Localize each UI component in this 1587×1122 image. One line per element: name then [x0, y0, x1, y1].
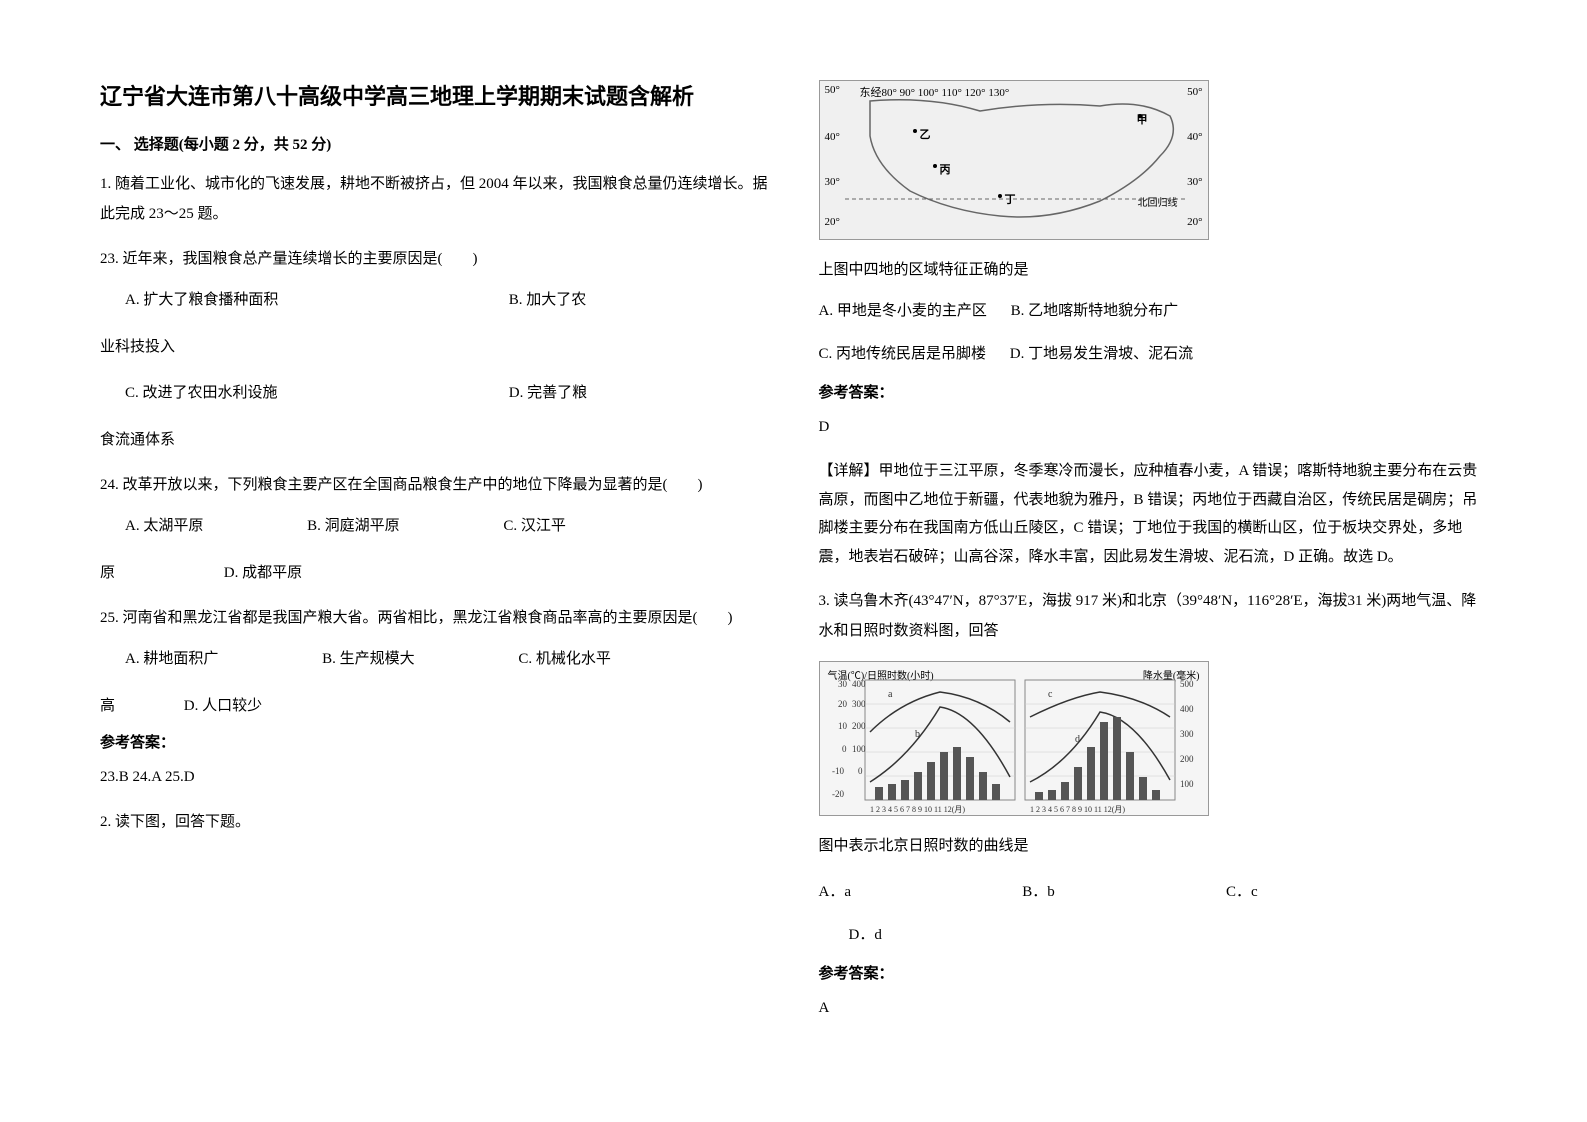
q24-cont: 原 D. 成都平原: [100, 558, 769, 588]
svg-text:b: b: [915, 729, 920, 740]
climate-chart: 气温(℃)/日照时数(小时) 降水量(毫米): [819, 661, 1209, 816]
q1-answer-header: 参考答案：: [100, 731, 769, 752]
svg-text:-10: -10: [832, 766, 844, 776]
q1-answer: 23.B 24.A 25.D: [100, 762, 769, 792]
svg-text:100: 100: [1180, 779, 1194, 789]
map-outline: [820, 81, 1210, 241]
left-column: 辽宁省大连市第八十高级中学高三地理上学期期末试题含解析 一、 选择题(每小题 2…: [100, 80, 769, 1042]
q3-optA: A．a: [819, 876, 1019, 909]
svg-text:c: c: [1048, 689, 1053, 700]
q3-optB: B．b: [1022, 876, 1222, 909]
q24-optD: D. 成都平原: [224, 565, 302, 581]
svg-text:200: 200: [1180, 754, 1194, 764]
q24-optB: B. 洞庭湖平原: [307, 510, 400, 543]
svg-text:20: 20: [838, 699, 848, 709]
q25-optB: B. 生产规模大: [322, 643, 415, 676]
q1-intro: 1. 随着工业化、城市化的飞速发展，耕地不断被挤占，但 2004 年以来，我国粮…: [100, 169, 769, 229]
q2-optD: D. 丁地易发生滑坡、泥石流: [1010, 346, 1193, 362]
q23-optC: C. 改进了农田水利设施: [125, 377, 505, 410]
q25-cont: 高 D. 人口较少: [100, 691, 769, 721]
q2-question: 上图中四地的区域特征正确的是: [819, 255, 1488, 285]
q3-question: 图中表示北京日照时数的曲线是: [819, 831, 1488, 861]
q2-answer: D: [819, 412, 1488, 442]
svg-text:100: 100: [852, 744, 866, 754]
q2-answer-header: 参考答案：: [819, 381, 1488, 402]
section-header: 一、 选择题(每小题 2 分，共 52 分): [100, 133, 769, 154]
q24-text: 24. 改革开放以来，下列粮食主要产区在全国商品粮食生产中的地位下降最为显著的是…: [100, 470, 769, 500]
svg-text:300: 300: [1180, 729, 1194, 739]
q2-optB: B. 乙地喀斯特地貌分布广: [1011, 303, 1179, 319]
q23-optA: A. 扩大了粮食播种面积: [125, 284, 505, 317]
svg-text:10: 10: [838, 721, 848, 731]
china-map: 东经80° 90° 100° 110° 120° 130° 50° 40° 30…: [819, 80, 1209, 240]
q3-answer-header: 参考答案：: [819, 962, 1488, 983]
q23-optB-cont: 业科技投入: [100, 332, 769, 362]
svg-text:1 2 3 4 5 6 7 8 9 10 11 12(月): 1 2 3 4 5 6 7 8 9 10 11 12(月): [1030, 805, 1125, 814]
svg-text:a: a: [888, 689, 893, 700]
q23-optD: D. 完善了粮: [509, 385, 587, 401]
svg-text:500: 500: [1180, 679, 1194, 689]
q3-answer: A: [819, 993, 1488, 1023]
svg-text:d: d: [1075, 734, 1080, 745]
q2-options-row1: A. 甲地是冬小麦的主产区 B. 乙地喀斯特地貌分布广: [819, 295, 1488, 328]
q25-text: 25. 河南省和黑龙江省都是我国产粮大省。两省相比，黑龙江省粮食商品率高的主要原…: [100, 603, 769, 633]
svg-text:-20: -20: [832, 789, 844, 799]
q3-options2: D．d: [819, 919, 1488, 952]
q3-optC: C．c: [1226, 884, 1258, 900]
q25-optC-cont: 高: [100, 691, 180, 721]
q24-optC-cont: 原: [100, 558, 220, 588]
svg-text:1 2 3 4 5 6 7 8 9 10 11 12(月): 1 2 3 4 5 6 7 8 9 10 11 12(月): [870, 805, 965, 814]
q25-optD: D. 人口较少: [184, 698, 262, 714]
q24-options: A. 太湖平原 B. 洞庭湖平原 C. 汉江平: [100, 510, 769, 543]
q2-optC: C. 丙地传统民居是吊脚楼: [819, 338, 987, 371]
q2-intro: 2. 读下图，回答下题。: [100, 807, 769, 837]
q24-optC: C. 汉江平: [503, 518, 566, 534]
q23-options: A. 扩大了粮食播种面积 B. 加大了农: [100, 284, 769, 317]
document-title: 辽宁省大连市第八十高级中学高三地理上学期期末试题含解析: [100, 80, 769, 113]
q25-optC: C. 机械化水平: [518, 651, 611, 667]
svg-text:30: 30: [838, 679, 848, 689]
q3-optD: D．d: [849, 927, 882, 943]
q25-optA: A. 耕地面积广: [125, 643, 218, 676]
svg-text:400: 400: [1180, 704, 1194, 714]
svg-text:300: 300: [852, 699, 866, 709]
q2-options-row2: C. 丙地传统民居是吊脚楼 D. 丁地易发生滑坡、泥石流: [819, 338, 1488, 371]
svg-text:0: 0: [842, 744, 847, 754]
q23-options2: C. 改进了农田水利设施 D. 完善了粮: [100, 377, 769, 410]
q2-explanation: 【详解】甲地位于三江平原，冬季寒冷而漫长，应种植春小麦，A 错误；喀斯特地貌主要…: [819, 457, 1488, 571]
q3-options: A．a B．b C．c: [819, 876, 1488, 909]
q3-intro: 3. 读乌鲁木齐(43°47′N，87°37′E，海拔 917 米)和北京（39…: [819, 586, 1488, 646]
svg-text:400: 400: [852, 679, 866, 689]
q25-options: A. 耕地面积广 B. 生产规模大 C. 机械化水平: [100, 643, 769, 676]
q23-text: 23. 近年来，我国粮食总产量连续增长的主要原因是( ): [100, 244, 769, 274]
q23-optD-cont: 食流通体系: [100, 425, 769, 455]
chart-svg: 30 20 10 0 -10 -20 400 300 200 100 0 500…: [820, 662, 1210, 817]
svg-text:0: 0: [858, 766, 863, 776]
right-column: 东经80° 90° 100° 110° 120° 130° 50° 40° 30…: [819, 80, 1488, 1042]
q2-optA: A. 甲地是冬小麦的主产区: [819, 295, 987, 328]
q24-optA: A. 太湖平原: [125, 510, 203, 543]
svg-text:200: 200: [852, 721, 866, 731]
q23-optB: B. 加大了农: [509, 292, 587, 308]
